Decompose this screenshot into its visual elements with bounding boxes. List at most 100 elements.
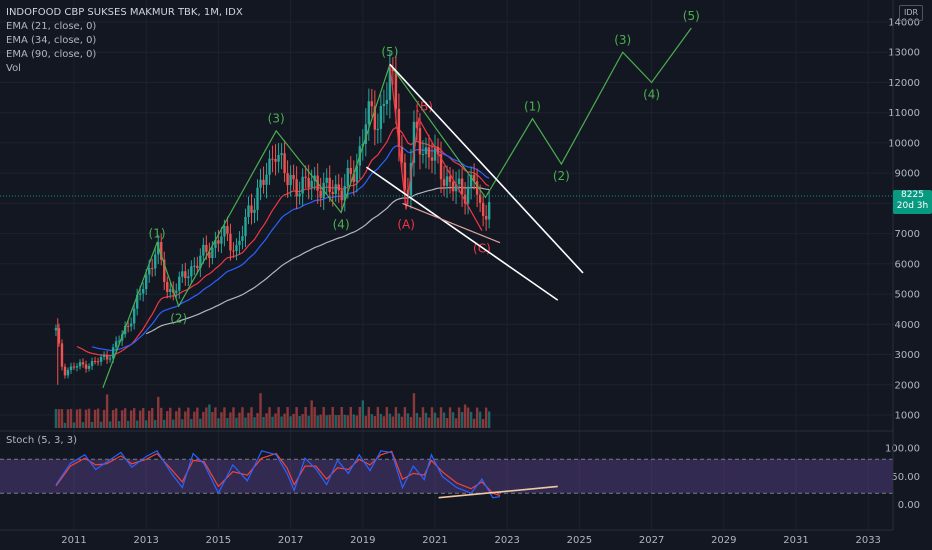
volume-bar: [373, 415, 377, 428]
legend-ema90[interactable]: EMA (90, close, 0): [6, 49, 97, 60]
volume-bar: [403, 407, 407, 428]
legend-stochastic[interactable]: Stoch (5, 3, 3): [6, 435, 78, 446]
candle-body: [382, 104, 386, 107]
volume-bar: [442, 412, 446, 428]
candle-body: [487, 202, 491, 220]
volume-bar: [463, 404, 467, 428]
volume-bar: [376, 407, 380, 428]
trendline: [402, 202, 501, 244]
volume-bar: [277, 407, 280, 428]
candle-body: [388, 67, 392, 101]
candle-body: [292, 174, 295, 180]
candle-body: [475, 181, 479, 195]
candle-body: [259, 179, 262, 188]
candle-body: [343, 185, 346, 201]
candle-body: [117, 340, 121, 342]
candle-body: [370, 101, 374, 107]
volume-bar: [96, 408, 100, 428]
impulse-wave-line: [102, 27, 692, 389]
legend-ema34[interactable]: EMA (34, close, 0): [6, 35, 97, 46]
trendline: [389, 63, 584, 274]
volume-bar: [454, 418, 458, 428]
volume-bar: [295, 407, 298, 428]
trendline-drawings[interactable]: [365, 63, 584, 301]
volume-bar: [154, 420, 157, 428]
candle-body: [442, 179, 446, 186]
candle-body: [220, 236, 223, 244]
candle-body: [105, 355, 109, 360]
time-tick-label: 2025: [567, 535, 592, 546]
candle-body: [355, 165, 358, 182]
price-tick-label: 12000: [888, 78, 920, 89]
volume-bar: [211, 412, 214, 428]
candle-body: [148, 267, 151, 275]
impulse-wave-label: (4): [643, 88, 660, 102]
price-tick-label: 1000: [895, 411, 920, 422]
candle-body: [90, 361, 94, 366]
volume-bar: [181, 419, 184, 428]
candle-body: [469, 174, 473, 187]
volume-bar: [409, 416, 413, 428]
volume-bar: [223, 407, 226, 428]
time-tick-label: 2017: [278, 535, 303, 546]
candle-body: [123, 325, 127, 335]
volume-bar: [445, 417, 449, 428]
candle-body: [184, 271, 187, 279]
volume-bar: [478, 411, 482, 428]
volume-bar: [301, 414, 304, 428]
candle-body: [295, 179, 298, 197]
volume-bar: [394, 407, 398, 428]
candle-body: [385, 100, 389, 105]
candle-body: [96, 361, 100, 363]
volume-bar: [451, 412, 455, 428]
volume-bar: [132, 408, 136, 428]
elliott-waves: (1)(2)(3)(4)(5)(1)(2)(3)(4)(5)(B)(A)(C): [102, 9, 700, 389]
price-tick-label: 10000: [888, 138, 920, 149]
volume-bar: [397, 413, 401, 428]
candle-body: [226, 226, 229, 234]
price-tick-label: 9000: [895, 169, 920, 180]
candle-body: [271, 158, 274, 160]
time-tick-label: 2031: [783, 535, 808, 546]
candle-body: [102, 355, 106, 357]
time-axis[interactable]: 2011 2013 2015 2017 2019 2021 2023 2025 2027 2029…: [0, 0, 894, 546]
legend-volume[interactable]: Vol: [6, 63, 21, 74]
stochastic-axis[interactable]: 0.00 50.00 100.00: [885, 444, 920, 512]
candle-body: [87, 365, 91, 369]
trendline: [365, 166, 559, 301]
candle-body: [274, 159, 277, 162]
volume-bar: [120, 410, 124, 428]
volume-bar: [298, 415, 301, 428]
candle-body: [373, 106, 377, 130]
candle-body: [400, 146, 404, 163]
volume-bar: [262, 416, 265, 428]
candle-body: [217, 240, 220, 244]
candle-body: [304, 176, 307, 178]
price-tick-label: 6000: [895, 259, 920, 270]
price-tick-label: 3000: [895, 350, 920, 361]
volume-bar: [138, 410, 142, 428]
volume-bars: [54, 393, 491, 428]
candle-body: [331, 192, 334, 194]
bar-countdown: 20d 3h: [896, 201, 929, 211]
currency-badge[interactable]: IDR: [899, 5, 923, 21]
last-price-value: 8225: [901, 190, 924, 200]
volume-bar: [382, 416, 386, 428]
legend-symbol-title[interactable]: INDOFOOD CBP SUKSES MAKMUR TBK, 1M, IDX: [6, 7, 243, 18]
volume-bar: [72, 422, 76, 428]
candle-body: [328, 177, 331, 193]
volume-bar: [472, 418, 476, 428]
volume-bar: [355, 415, 358, 428]
volume-bar: [250, 407, 253, 428]
stochastic-trendline: [438, 485, 558, 499]
candle-body: [334, 184, 337, 194]
volume-bar: [160, 407, 163, 428]
time-tick-label: 2011: [61, 535, 86, 546]
candle-body: [346, 167, 349, 186]
candle-body: [307, 177, 310, 188]
legend-ema21[interactable]: EMA (21, close, 0): [6, 21, 97, 32]
volume-bar: [481, 419, 485, 428]
volume-bar: [217, 418, 220, 428]
volume-bar: [313, 407, 316, 428]
